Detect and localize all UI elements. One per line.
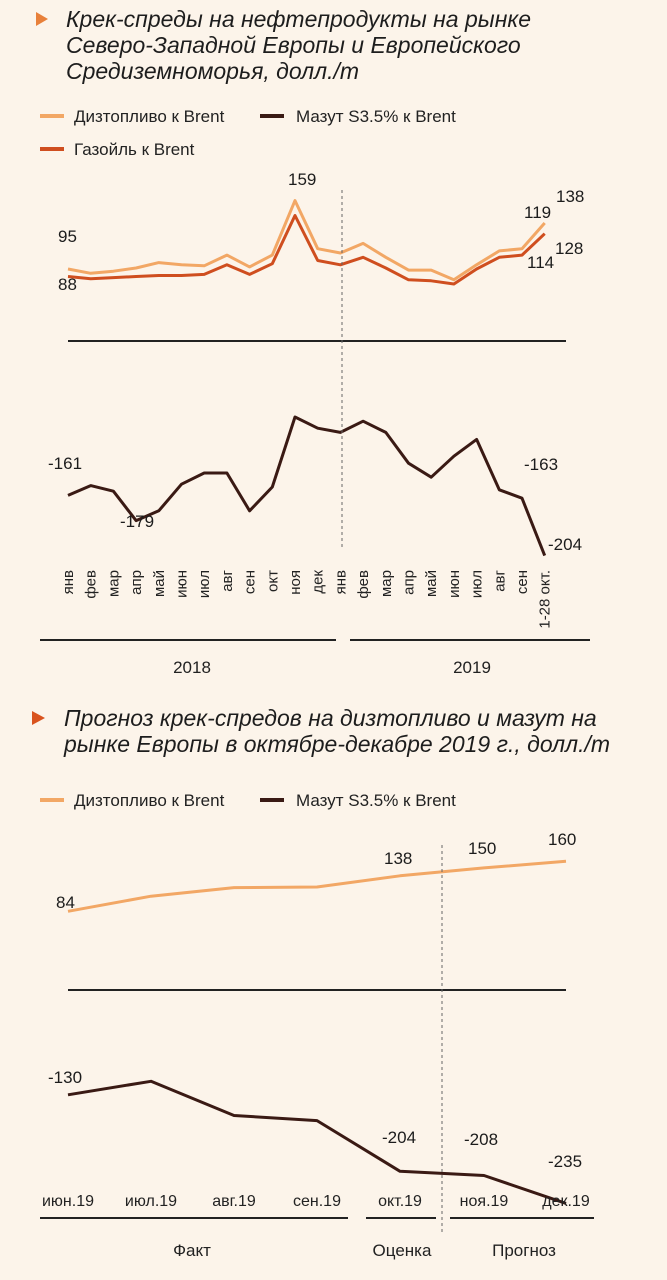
label2-fuel-first: -130 xyxy=(48,1068,82,1087)
chart2-x-tick: июн.19 xyxy=(42,1193,94,1210)
label2-diesel-oct: 138 xyxy=(384,849,412,868)
chart1-x-tick: сен xyxy=(514,570,531,594)
label2-diesel-first: 84 xyxy=(56,893,75,912)
chart1-x-tick: ноя xyxy=(287,570,304,595)
chart1-x-tick: май xyxy=(423,570,440,597)
label-fuel-last: -204 xyxy=(548,535,582,554)
title-marker-2 xyxy=(32,711,45,725)
label-diesel-peak: 159 xyxy=(288,170,316,189)
chart1-series-line-diesel xyxy=(67,199,546,282)
label-diesel-first: 95 xyxy=(58,227,77,246)
label-diesel-aug19: 119 xyxy=(524,203,551,222)
chart1-x-tick: янв xyxy=(332,570,349,594)
label-fuel-sep19: -163 xyxy=(524,455,558,474)
chart1-series-line-gasoil xyxy=(67,214,546,286)
group-label-estimate: Оценка xyxy=(373,1241,432,1260)
year-label-2018: 2018 xyxy=(173,658,211,677)
chart1-x-tick: авг xyxy=(219,569,236,591)
chart1-series-line-fueloil xyxy=(67,415,547,557)
label-diesel-last: 138 xyxy=(556,187,584,206)
chart1-x-tick: сен xyxy=(242,570,259,594)
legend-label-diesel: Дизтопливо к Brent xyxy=(74,107,225,126)
chart2-x-tick: окт.19 xyxy=(378,1193,422,1210)
chart1-plot: янв фев мар апр май июн июл авг сен окт ноя дек янв ф… xyxy=(60,199,554,629)
legend2-label-diesel: Дизтопливо к Brent xyxy=(74,791,225,810)
group-label-forecast: Прогноз xyxy=(492,1241,556,1260)
chart1-title-line-1: Крек-спреды на нефтепродукты на рынке xyxy=(66,6,531,32)
chart1-title-line-2: Северо-Западной Европы и Европейского xyxy=(66,32,521,58)
label2-fuel-oct: -204 xyxy=(382,1128,416,1147)
label2-fuel-dec: -235 xyxy=(548,1152,582,1171)
chart2-series-line-diesel xyxy=(67,859,567,913)
chart2-x-tick: ноя.19 xyxy=(460,1193,509,1210)
chart1-x-tick: май xyxy=(151,570,168,597)
legend-label-fueloil: Мазут S3.5% к Brent xyxy=(296,107,456,126)
group-label-fact: Факт xyxy=(173,1241,211,1260)
chart1-x-tick: июл xyxy=(196,570,213,598)
label-gasoil-last: 128 xyxy=(555,239,583,258)
chart1-x-tick: июл xyxy=(469,570,486,598)
chart2-x-tick: авг.19 xyxy=(212,1193,256,1210)
chart2-x-tick: дек.19 xyxy=(542,1193,590,1210)
label-gasoil-first: 88 xyxy=(58,275,77,294)
label-gasoil-sep19: 114 xyxy=(527,253,554,272)
chart1-x-tick: фев xyxy=(83,570,100,599)
chart2-title-line-1: Прогноз крек-спредов на дизтопливо и маз… xyxy=(64,705,597,731)
chart1-x-tick: мар xyxy=(378,570,395,597)
label2-diesel-nov: 150 xyxy=(468,839,496,858)
chart1-x-tick: фев xyxy=(355,570,372,599)
label-fuel-min: -179 xyxy=(120,512,154,531)
legend-label-gasoil: Газойль к Brent xyxy=(74,140,195,159)
chart1-x-tick: дек xyxy=(310,570,327,594)
chart1-x-tick: апр xyxy=(128,570,145,595)
chart2-x-tick: сен.19 xyxy=(293,1193,341,1210)
chart1-x-tick: 1-28 окт. xyxy=(537,570,554,629)
label2-fuel-nov: -208 xyxy=(464,1130,498,1149)
chart2-title-line-2: рынке Европы в октябре-декабре 2019 г., … xyxy=(63,731,610,757)
chart1-x-tick: авг xyxy=(491,569,508,591)
label2-diesel-dec: 160 xyxy=(548,830,576,849)
chart1-x-tick: июн xyxy=(174,570,191,598)
chart2-x-tick: июл.19 xyxy=(125,1193,177,1210)
legend2-label-fueloil: Мазут S3.5% к Brent xyxy=(296,791,456,810)
title-marker-1 xyxy=(36,12,48,26)
label-fuel-first: -161 xyxy=(48,454,82,473)
chart1-x-tick: окт xyxy=(264,570,281,592)
chart1-x-tick: мар xyxy=(105,570,122,597)
chart1-x-tick: янв xyxy=(60,570,77,594)
chart2-plot: июн.19 июл.19 авг.19 сен.19 окт.19 ноя.19 дек.… xyxy=(42,859,590,1210)
chart1-x-tick: июн xyxy=(446,570,463,598)
year-label-2019: 2019 xyxy=(453,658,491,677)
chart1-x-tick: апр xyxy=(401,570,418,595)
chart1-title-line-3: Средиземноморья, долл./т xyxy=(66,58,359,84)
